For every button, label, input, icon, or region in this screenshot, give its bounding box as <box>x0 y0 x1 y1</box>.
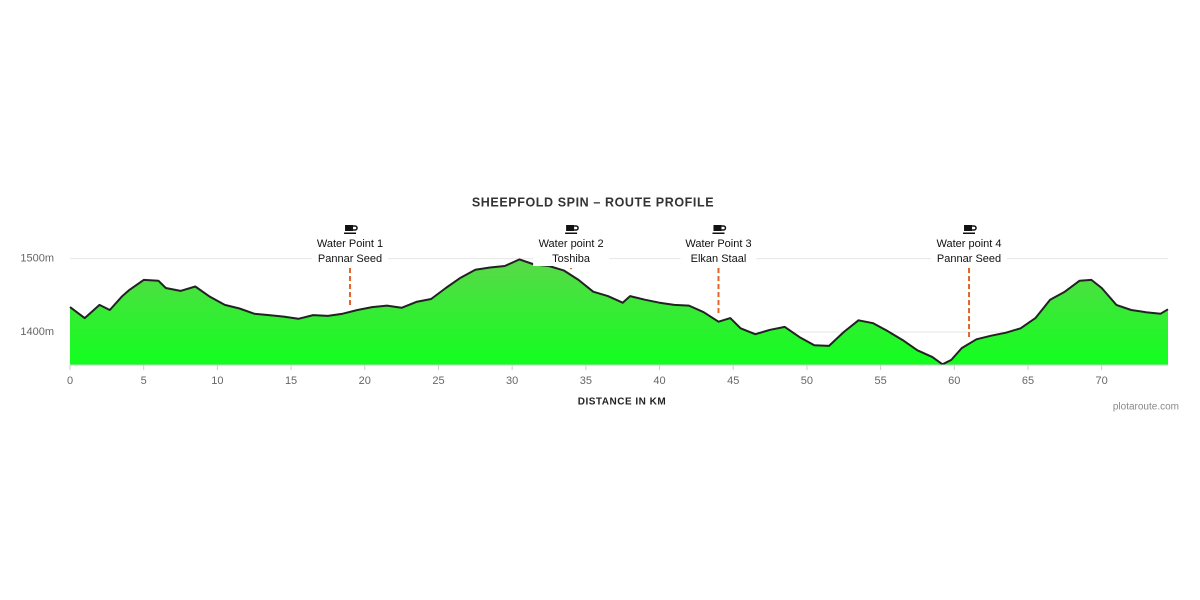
x-tick-label: 45 <box>727 375 739 387</box>
credit: plotaroute.com <box>1113 402 1179 413</box>
annotation-text: Water point 4 <box>937 238 1002 250</box>
annotation-label: Water Point 1 Pannar Seed <box>312 224 389 266</box>
x-tick-label: 60 <box>948 375 960 387</box>
x-tick-label: 15 <box>285 375 297 387</box>
x-tick-label: 30 <box>506 375 518 387</box>
annotation-label: Water Point 3 Elkan Staal <box>680 224 757 266</box>
annotation-text: Water point 2 <box>539 238 604 250</box>
annotation-background <box>680 236 757 266</box>
x-axis-title: DISTANCE IN KM <box>578 397 666 408</box>
x-tick-label: 20 <box>359 375 371 387</box>
x-tick-label: 0 <box>67 375 73 387</box>
annotation-text: Toshiba <box>552 253 591 265</box>
x-tick-label: 5 <box>141 375 147 387</box>
annotation-label: Water point 2 Toshiba <box>533 224 610 266</box>
elevation-line <box>69 258 1169 366</box>
y-tick-label: 1500m <box>20 253 54 265</box>
x-tick-label: 65 <box>1022 375 1034 387</box>
annotation-text: Pannar Seed <box>937 253 1001 265</box>
x-tick-label: 70 <box>1096 375 1108 387</box>
annotation-text: Water Point 1 <box>317 238 383 250</box>
x-tick-label: 10 <box>211 375 223 387</box>
annotation-text: Elkan Staal <box>691 253 747 265</box>
annotation-background <box>312 236 389 266</box>
water-icon <box>343 224 358 235</box>
chart-title: SHEEPFOLD SPIN – ROUTE PROFILE <box>472 195 714 209</box>
y-tick-label: 1400m <box>20 326 54 338</box>
x-tick-label: 55 <box>874 375 886 387</box>
annotation-text: Water Point 3 <box>685 238 751 250</box>
water-icon <box>962 224 977 235</box>
annotation-label: Water point 4 Pannar Seed <box>931 224 1008 266</box>
x-tick-label: 25 <box>432 375 444 387</box>
annotation-text: Pannar Seed <box>318 253 382 265</box>
elevation-area <box>70 259 1168 365</box>
water-icon <box>711 224 727 235</box>
water-icon <box>564 224 579 235</box>
x-tick-label: 50 <box>801 375 813 387</box>
annotation-background <box>533 236 610 266</box>
x-tick-label: 35 <box>580 375 592 387</box>
x-tick-label: 40 <box>653 375 665 387</box>
annotation-background <box>931 236 1008 266</box>
